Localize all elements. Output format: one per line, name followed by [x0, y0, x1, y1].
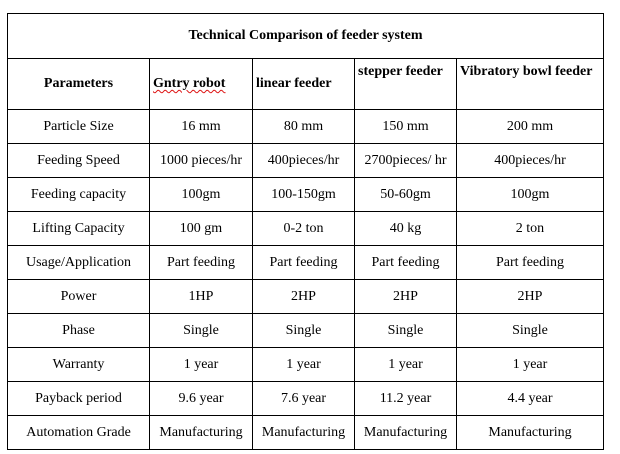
row-label: Phase	[7, 313, 150, 348]
row-label: Particle Size	[7, 109, 150, 144]
table-cell: Part feeding	[252, 245, 355, 280]
table-cell: Single	[456, 313, 604, 348]
table-cell: 400pieces/hr	[456, 143, 604, 178]
table-cell: 100gm	[149, 177, 253, 212]
table-cell: 1HP	[149, 279, 253, 314]
comparison-table: Technical Comparison of feeder system Pa…	[7, 13, 604, 450]
table-row: Payback period 9.6 year 7.6 year 11.2 ye…	[7, 381, 604, 416]
table-row: Feeding capacity 100gm 100-150gm 50-60gm…	[7, 177, 604, 212]
table-row: Lifting Capacity 100 gm 0-2 ton 40 kg 2 …	[7, 211, 604, 246]
table-cell: Part feeding	[456, 245, 604, 280]
table-cell: 9.6 year	[149, 381, 253, 416]
row-label: Feeding Speed	[7, 143, 150, 178]
title-row: Technical Comparison of feeder system	[7, 13, 604, 59]
table-row: Feeding Speed 1000 pieces/hr 400pieces/h…	[7, 143, 604, 178]
table-cell: 0-2 ton	[252, 211, 355, 246]
table-cell: 1 year	[354, 347, 457, 382]
table-cell: 11.2 year	[354, 381, 457, 416]
table-cell: 2HP	[456, 279, 604, 314]
row-label: Lifting Capacity	[7, 211, 150, 246]
table-cell: Single	[354, 313, 457, 348]
table-cell: Single	[149, 313, 253, 348]
table-cell: 150 mm	[354, 109, 457, 144]
table-cell: 200 mm	[456, 109, 604, 144]
table-row: Phase Single Single Single Single	[7, 313, 604, 348]
column-header-linear-feeder: linear feeder	[252, 58, 355, 110]
table-cell: 100-150gm	[252, 177, 355, 212]
row-label: Automation Grade	[7, 415, 150, 450]
row-label: Warranty	[7, 347, 150, 382]
row-label: Feeding capacity	[7, 177, 150, 212]
table-cell: Part feeding	[354, 245, 457, 280]
table-cell: Part feeding	[149, 245, 253, 280]
table-cell: 1 year	[252, 347, 355, 382]
table-cell: 100gm	[456, 177, 604, 212]
column-header-parameters: Parameters	[7, 58, 150, 110]
table-cell: Manufacturing	[354, 415, 457, 450]
table-cell: 1 year	[456, 347, 604, 382]
table-cell: 2HP	[354, 279, 457, 314]
table-cell: 16 mm	[149, 109, 253, 144]
table-cell: Manufacturing	[456, 415, 604, 450]
table-cell: 7.6 year	[252, 381, 355, 416]
column-header-label: Gntry robot	[153, 76, 226, 91]
table-cell: Manufacturing	[149, 415, 253, 450]
table-cell: 2700pieces/ hr	[354, 143, 457, 178]
row-label: Payback period	[7, 381, 150, 416]
table-title: Technical Comparison of feeder system	[7, 13, 604, 59]
table-cell: 1000 pieces/hr	[149, 143, 253, 178]
row-label: Usage/Application	[7, 245, 150, 280]
table-cell: Single	[252, 313, 355, 348]
table-cell: 400pieces/hr	[252, 143, 355, 178]
table-cell: 4.4 year	[456, 381, 604, 416]
table-body: Technical Comparison of feeder system Pa…	[7, 13, 604, 450]
table-cell: 40 kg	[354, 211, 457, 246]
header-row: Parameters Gntry robot linear feeder ste…	[7, 58, 604, 110]
column-header-stepper-feeder: stepper feeder	[354, 58, 457, 110]
table-cell: 2 ton	[456, 211, 604, 246]
table-row: Automation Grade Manufacturing Manufactu…	[7, 415, 604, 450]
table-row: Warranty 1 year 1 year 1 year 1 year	[7, 347, 604, 382]
table-cell: 1 year	[149, 347, 253, 382]
table-row: Particle Size 16 mm 80 mm 150 mm 200 mm	[7, 109, 604, 144]
table-cell: 80 mm	[252, 109, 355, 144]
table-cell: 2HP	[252, 279, 355, 314]
table-cell: 50-60gm	[354, 177, 457, 212]
table-cell: Manufacturing	[252, 415, 355, 450]
column-header-gantry-robot: Gntry robot	[149, 58, 253, 110]
column-header-vibratory-bowl-feeder: Vibratory bowl feeder	[456, 58, 604, 110]
table-cell: 100 gm	[149, 211, 253, 246]
row-label: Power	[7, 279, 150, 314]
table-row: Power 1HP 2HP 2HP 2HP	[7, 279, 604, 314]
table-row: Usage/Application Part feeding Part feed…	[7, 245, 604, 280]
